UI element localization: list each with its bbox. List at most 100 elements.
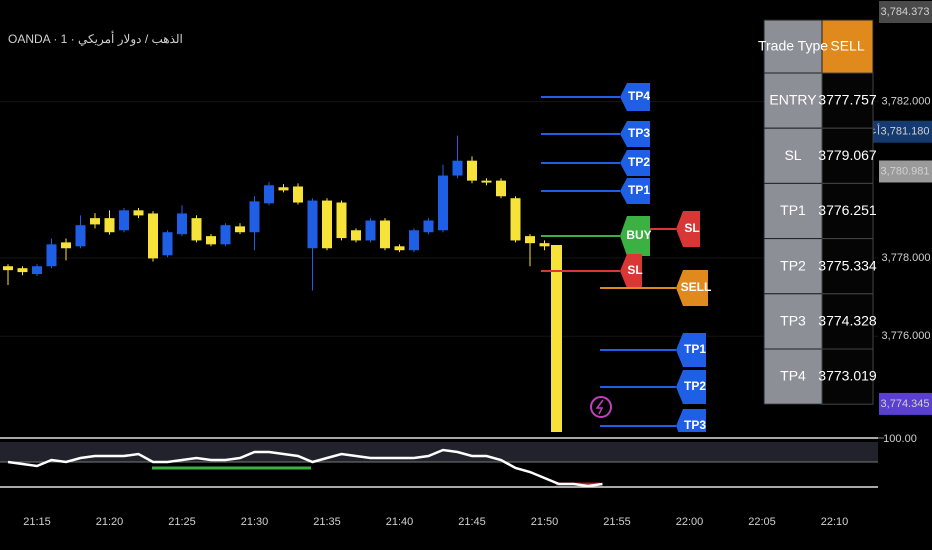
level-flag-label: SL [684,221,699,235]
candle-body [278,187,289,191]
level-flag-label: SELL [681,280,712,294]
table-text: SL [784,147,801,163]
x-tick-label: 21:50 [531,516,559,528]
table-text: TP1 [780,202,806,218]
level-flag-label: TP3 [628,126,650,140]
x-tick-label: 21:15 [23,516,51,528]
candle-body [133,210,144,216]
grid-layer [0,101,878,337]
x-tick-label: 21:55 [603,516,631,528]
level-flag [620,121,650,147]
level-flag [676,270,708,306]
level-flag-label: SL [627,263,642,277]
table-cell [821,19,874,74]
candle-body [32,266,42,275]
level-flag-label: TP2 [628,155,650,169]
alert-bolt [595,399,604,415]
indicator-line [7,448,603,488]
candle-body [394,246,405,251]
level-flag-label: BUY [626,228,651,242]
table-cell [821,182,874,240]
candle-body [423,220,434,233]
candle-body [264,185,274,204]
alert-icon [590,396,612,418]
price-tag [879,160,932,183]
candle-body [220,225,231,245]
level-flag [676,370,706,404]
level-flag [676,211,700,247]
candle-body [17,268,28,273]
x-tick-label: 21:45 [458,516,486,528]
table-text: 3773.019 [818,368,877,384]
table-cell [821,348,874,405]
candle-body [249,201,260,233]
table-cell [763,182,823,240]
candle-body [322,200,332,249]
candle-body [3,266,13,271]
candle-body [336,202,347,239]
y-tick-label: 3,776.000 [882,330,931,342]
x-tick-label: 22:05 [748,516,776,528]
level-flag-label: TP1 [628,183,650,197]
table-text: TP4 [780,368,806,384]
candle-body [307,200,318,249]
candle-body [452,160,463,176]
candle-body [235,226,245,233]
candle-body [496,180,506,197]
y-tick-label: 3,782.000 [882,96,931,108]
level-flag [676,409,706,432]
level-flag [620,83,650,111]
x-tick-label: 21:25 [168,516,196,528]
x-tick-label: 21:40 [386,516,414,528]
table-cell [821,72,874,129]
price-tag [879,392,932,415]
candle-body [510,198,521,241]
x-tick-label: 21:35 [313,516,341,528]
candle-body [177,213,187,235]
candle-body [75,225,86,247]
level-flag [620,216,650,256]
candle-body [539,243,550,247]
y-tick-label: 3,778.000 [882,252,931,264]
table-cell [821,238,874,295]
candle-body [90,218,100,225]
table-text: 3776.251 [818,202,877,218]
price-tag [879,1,932,23]
indicator-layer [7,448,603,488]
candle-body [162,232,173,256]
trade-levels: TP4 TP3 TP2 TP1 BUY SL SL SELL TP1 TP2 TP3 [541,83,712,432]
table-cell [763,19,823,74]
price-tag-label: 3,780.981 [881,165,930,177]
candle-body [365,220,376,241]
candle-body [409,230,419,251]
level-flag [620,150,650,176]
table-text: 3777.757 [818,92,877,108]
table-text: 3779.067 [818,147,877,163]
candle-body [104,218,115,233]
chart-title: OANDA · 1 · الذهب / دولار أمريكي [8,31,183,46]
candle-body [438,175,448,231]
candle-body [351,230,361,241]
candle-body [293,186,303,203]
x-tick-label: 21:20 [96,516,124,528]
level-flag-label: TP1 [684,342,706,356]
level-flag-label: TP3 [684,418,706,432]
candle-body [191,218,202,241]
level-flag [620,254,642,288]
price-tag-label: 3,774.345 [881,398,930,410]
candle-body [206,236,216,245]
price-tag-label: 3,784.373 [881,6,930,18]
candle-body [380,220,390,249]
table-cell [821,293,874,350]
candle-body [467,160,477,181]
candle-body [148,213,158,259]
trade-table: Trade Type SELL ENTRY 3777.757 SL 3779.067 TP1… [758,19,877,405]
x-tick-label: 22:00 [676,516,704,528]
current-bar-highlight [551,245,562,432]
table-text: 3775.334 [818,257,877,273]
level-flag [620,178,650,204]
candles-layer [3,135,550,291]
table-header: Trade Type [758,38,828,54]
table-text: TP2 [780,257,806,273]
candle-body [481,180,492,183]
